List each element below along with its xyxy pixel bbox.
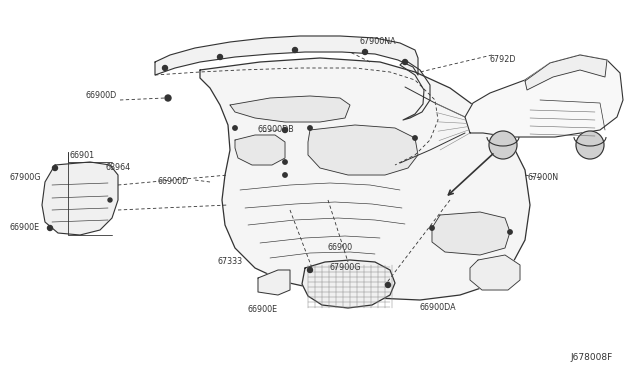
Circle shape — [108, 198, 112, 202]
Circle shape — [403, 60, 408, 64]
Text: J678008F: J678008F — [570, 353, 612, 362]
Circle shape — [576, 131, 604, 159]
Text: 67900G: 67900G — [330, 263, 362, 273]
Circle shape — [52, 166, 58, 170]
Polygon shape — [400, 60, 430, 120]
Text: 66900E: 66900E — [10, 224, 40, 232]
Polygon shape — [302, 260, 395, 308]
Text: 66900E: 66900E — [248, 305, 278, 314]
Circle shape — [218, 55, 223, 60]
Circle shape — [283, 173, 287, 177]
Text: 67900G: 67900G — [10, 173, 42, 183]
Text: 66900DA: 66900DA — [420, 304, 456, 312]
Polygon shape — [432, 212, 510, 255]
Circle shape — [233, 126, 237, 130]
Circle shape — [292, 48, 298, 52]
Circle shape — [283, 160, 287, 164]
Circle shape — [165, 95, 171, 101]
Circle shape — [508, 230, 512, 234]
Text: 66901: 66901 — [70, 151, 95, 160]
Polygon shape — [470, 255, 520, 290]
Circle shape — [413, 136, 417, 140]
Polygon shape — [42, 162, 118, 235]
Polygon shape — [525, 55, 607, 90]
Text: 66900: 66900 — [328, 244, 353, 253]
Circle shape — [282, 128, 287, 132]
Polygon shape — [308, 125, 418, 175]
Text: 67900NA: 67900NA — [360, 38, 397, 46]
Polygon shape — [235, 135, 285, 165]
Polygon shape — [200, 58, 530, 300]
Text: 68964: 68964 — [105, 164, 130, 173]
Circle shape — [308, 126, 312, 130]
Circle shape — [362, 49, 367, 55]
Polygon shape — [230, 96, 350, 122]
Text: 66900DB: 66900DB — [258, 125, 295, 135]
Circle shape — [307, 267, 312, 273]
Circle shape — [47, 225, 52, 231]
Polygon shape — [465, 55, 623, 137]
Text: 66900D: 66900D — [85, 92, 116, 100]
Circle shape — [430, 226, 434, 230]
Text: 67900N: 67900N — [528, 173, 559, 183]
Circle shape — [489, 131, 517, 159]
Text: 67333: 67333 — [218, 257, 243, 266]
Polygon shape — [155, 36, 418, 75]
Text: 66900D: 66900D — [158, 177, 189, 186]
Circle shape — [385, 282, 390, 288]
Circle shape — [163, 65, 168, 71]
Text: 6792D: 6792D — [490, 55, 516, 64]
Polygon shape — [258, 270, 290, 295]
